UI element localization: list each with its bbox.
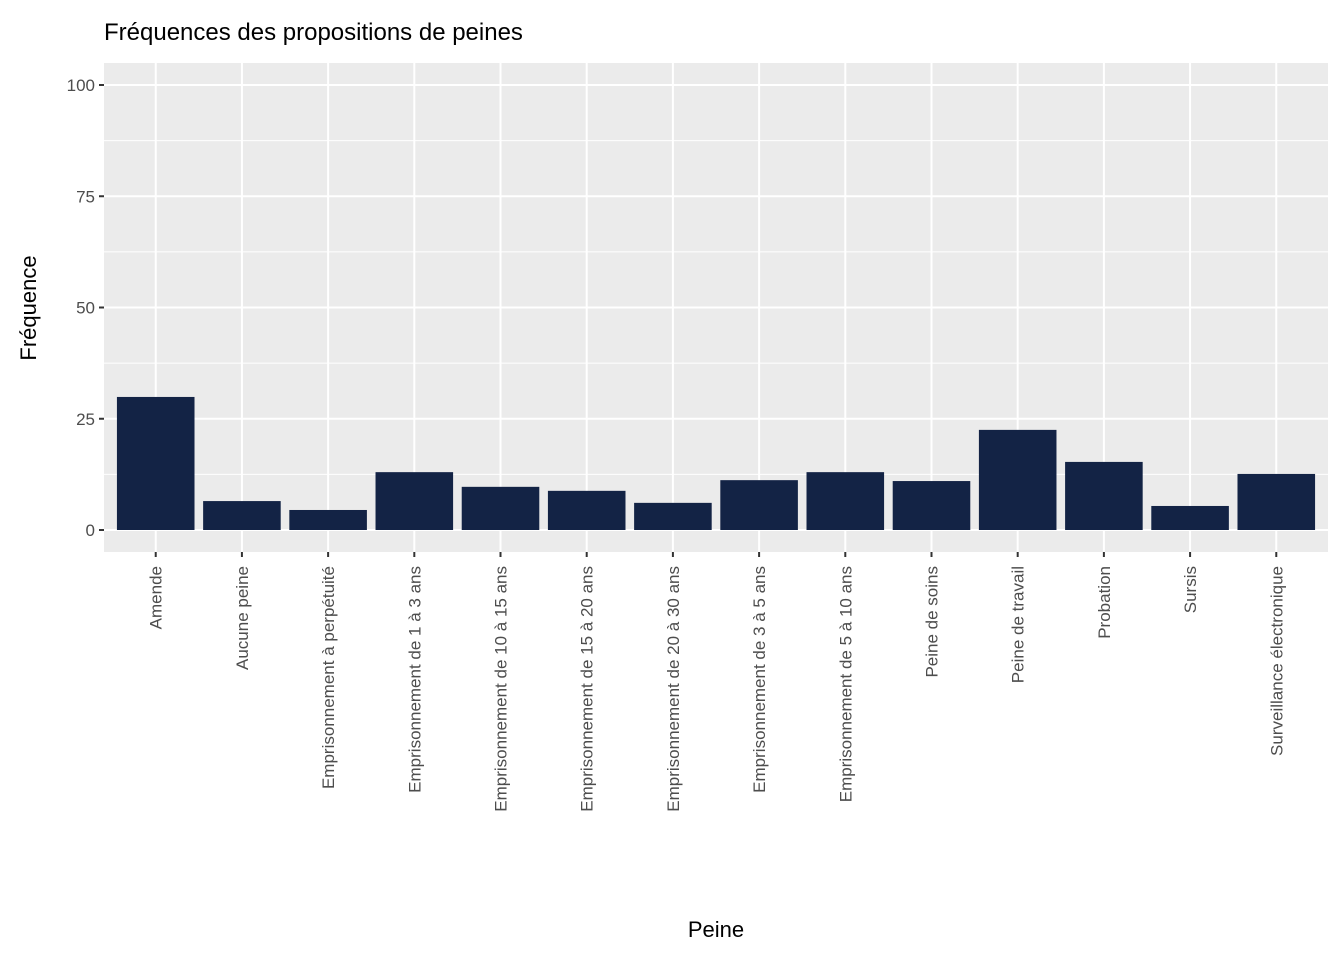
bar [1065,461,1143,530]
y-tick-label: 100 [67,76,95,95]
x-tick-label: Emprisonnement de 5 à 10 ans [836,566,855,802]
x-tick-label: Emprisonnement de 15 à 20 ans [578,566,597,812]
x-tick-label: Amende [147,566,166,629]
y-tick-label: 25 [76,410,95,429]
x-tick-label: Aucune peine [233,566,252,670]
bar [806,472,885,530]
y-tick-label: 75 [76,187,95,206]
bar [1237,473,1316,530]
x-tick-label: Sursis [1181,566,1200,613]
x-tick-label: Emprisonnement de 10 à 15 ans [492,566,511,812]
bar [892,481,971,530]
x-tick-label: Emprisonnement à perpétuité [319,566,338,789]
chart-title: Fréquences des propositions de peines [104,19,523,46]
x-tick-label: Emprisonnement de 20 à 30 ans [664,566,683,812]
bar [547,490,626,530]
x-tick-label: Peine de travail [1009,566,1028,683]
bar [1151,505,1229,530]
x-axis-label: Peine [688,917,744,942]
bar [720,480,798,530]
x-tick-label: Emprisonnement de 1 à 3 ans [405,566,424,793]
bar [978,429,1057,530]
x-tick-label: Surveillance électronique [1267,566,1286,756]
y-axis-label: Fréquence [16,255,41,360]
x-tick-label: Peine de soins [922,566,941,678]
y-tick-label: 0 [86,521,95,540]
x-tick-label: Probation [1095,566,1114,639]
x-tick-label: Emprisonnement de 3 à 5 ans [750,566,769,793]
bar [375,472,454,530]
bar [116,396,195,530]
bar [203,501,281,530]
bar [461,486,540,530]
y-tick-label: 50 [76,299,95,318]
bar [634,502,712,530]
bar [289,509,367,530]
